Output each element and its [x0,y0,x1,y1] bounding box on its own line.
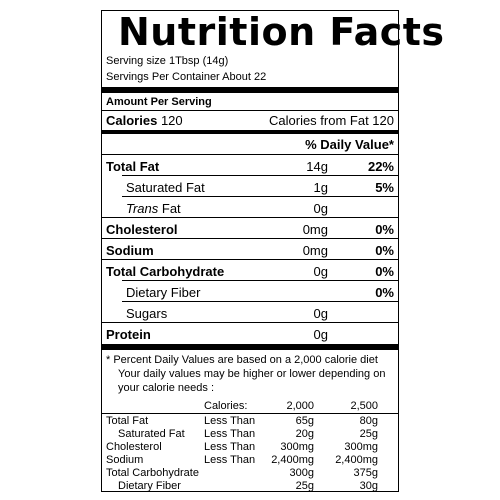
thick-divider [102,87,398,93]
calories-from-fat: Calories from Fat 120 [269,113,394,128]
nutrient-amount-trans-fat: 0g [313,201,328,216]
footnote-line: your calorie needs : [118,382,214,394]
reference-calories-label: Calories: [204,400,248,412]
reference-row-name: Cholesterol [106,441,162,453]
nutrition-facts-label: Nutrition Facts Serving size 1Tbsp (14g)… [101,10,444,492]
divider [102,110,398,111]
reference-row-col1: 25g [295,480,314,492]
reference-col1-header: 2,000 [286,400,314,412]
reference-row-col1: 300g [289,467,314,479]
reference-row-name: Total Carbohydrate [106,467,199,479]
divider [122,280,398,281]
reference-row-col1: 2,400mg [271,454,314,466]
nutrient-name-cholesterol: Cholesterol [106,222,178,237]
footnote-line: * Percent Daily Values are based on a 2,… [106,354,378,366]
nutrient-amount-total-fat: 14g [306,159,328,174]
reference-row-name: Dietary Fiber [118,480,181,492]
reference-row-col2: 25g [359,428,378,440]
divider [102,154,398,155]
nutrient-name-trans-fat: Trans Fat [126,202,181,215]
reference-row-qualifier: Less Than [204,454,256,466]
trans-italic-label: Trans [126,201,159,216]
reference-row-col1: 20g [295,428,314,440]
medium-divider [102,130,398,134]
reference-row-name: Total Fat [106,415,149,427]
reference-row-qualifier: Less Than [204,415,256,427]
nutrient-amount-sodium: 0mg [302,243,328,258]
amount-per-serving: Amount Per Serving [106,96,212,108]
nutrient-name-sodium: Sodium [106,243,154,258]
nutrient-dv-total-fat: 22% [367,159,394,174]
nutrient-amount-cholesterol: 0mg [302,222,328,237]
reference-row-qualifier: Less Than [204,441,256,453]
serving-size: Serving size 1Tbsp (14g) [106,55,229,67]
nutrient-name-protein: Protein [106,327,151,342]
reference-row-col2: 80g [359,415,378,427]
divider [122,301,398,302]
daily-value-header: % Daily Value* [305,137,394,152]
nutrient-name-sugars: Sugars [126,306,168,321]
nutrient-amount-total-carbohydrate: 0g [313,264,328,279]
divider [102,238,398,239]
nutrient-name-dietary-fiber: Dietary Fiber [126,285,201,300]
nutrient-dv-sodium: 0% [375,243,394,258]
nutrient-name-saturated-fat: Saturated Fat [126,180,205,195]
nutrient-dv-saturated-fat: 5% [375,180,394,195]
reference-row-col2: 375g [353,467,378,479]
label-title: Nutrition Facts [118,10,445,54]
nutrient-dv-total-carbohydrate: 0% [375,264,394,279]
divider [102,413,398,414]
nutrient-name-total-fat: Total Fat [106,159,160,174]
nutrient-name-total-carbohydrate: Total Carbohydrate [106,264,225,279]
footnote-line: Your daily values may be higher or lower… [118,368,386,380]
nutrient-amount-saturated-fat: 1g [313,180,328,195]
nutrient-amount-sugars: 0g [313,306,328,321]
nutrient-dv-dietary-fiber: 0% [375,285,394,300]
reference-row-col2: 300mg [344,441,378,453]
reference-row-col1: 65g [295,415,314,427]
calories-value: 120 [160,113,183,128]
reference-row-qualifier: Less Than [204,428,256,440]
divider [122,175,398,176]
reference-row-col2: 30g [359,480,378,492]
trans-fat-suffix: Fat [161,201,181,216]
calories-label: Calories [106,113,158,128]
nutrient-dv-cholesterol: 0% [375,222,394,237]
reference-row-col1: 300mg [280,441,314,453]
divider [102,259,398,260]
divider [122,196,398,197]
nutrient-amount-protein: 0g [313,327,328,342]
servings-per-container: Servings Per Container About 22 [106,71,267,83]
calories-row: Calories 120 [106,114,183,127]
thick-divider [102,344,398,350]
reference-row-name: Sodium [106,454,144,466]
reference-row-name: Saturated Fat [118,428,185,440]
divider [102,217,398,218]
divider [102,322,398,323]
reference-col2-header: 2,500 [350,400,378,412]
reference-row-col2: 2,400mg [335,454,378,466]
